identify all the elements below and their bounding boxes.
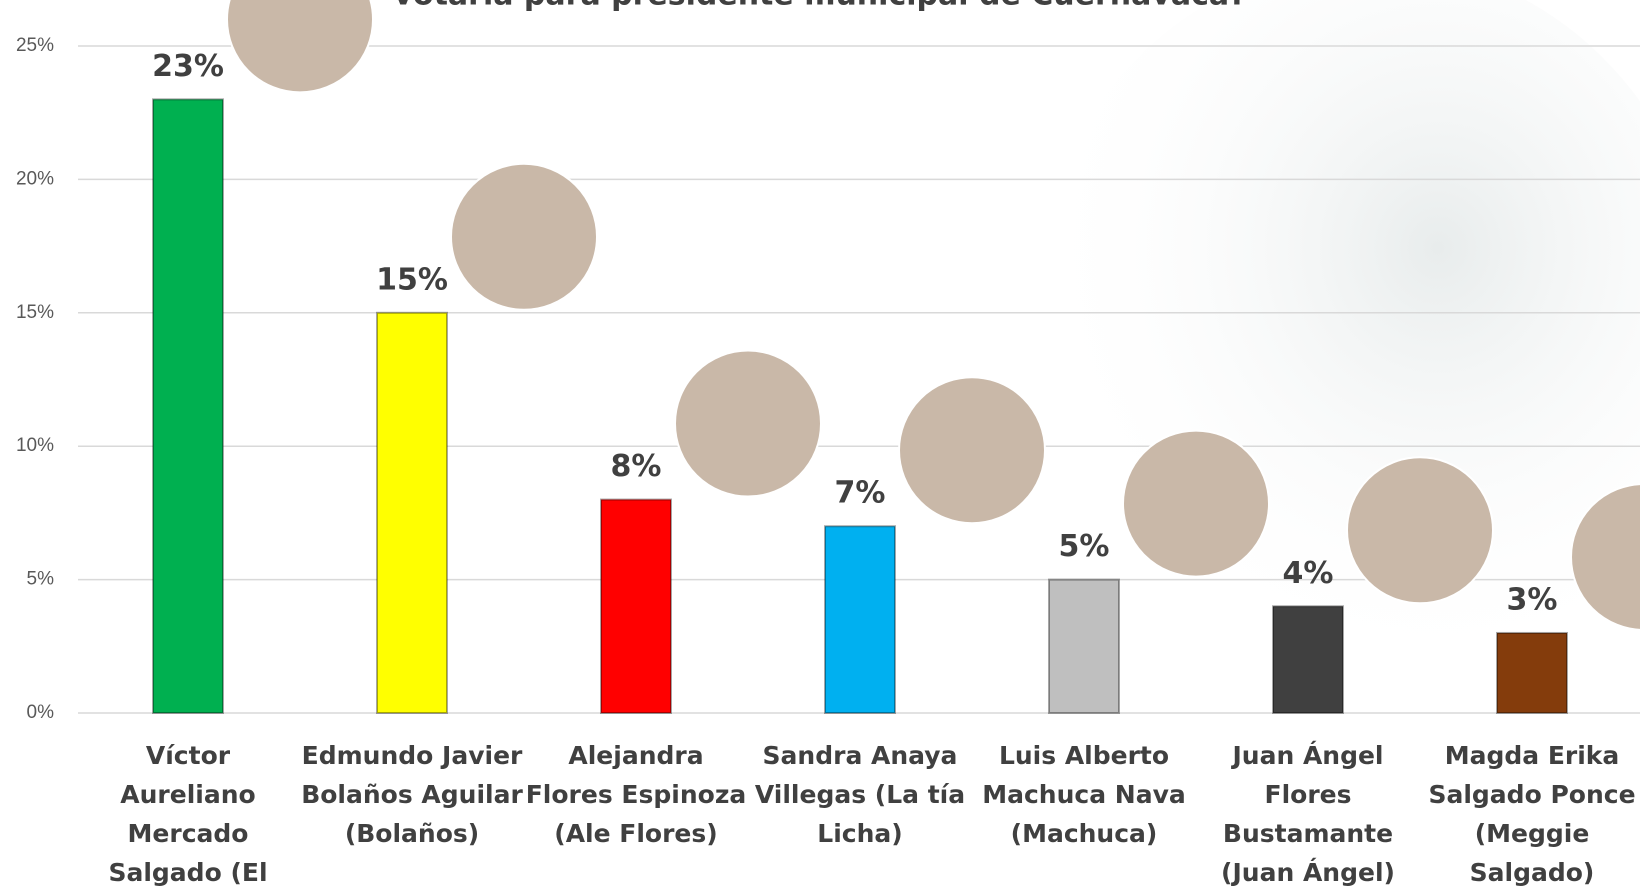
candidate-photo xyxy=(1570,483,1640,631)
x-tick-label: Sandra Anaya Villegas (La tía Licha) xyxy=(754,741,966,848)
bar xyxy=(1272,605,1344,715)
candidate-photo xyxy=(674,349,822,498)
bar xyxy=(1496,631,1568,715)
value-label: 8% xyxy=(611,449,662,484)
bar xyxy=(152,98,224,715)
y-tick-label: 5% xyxy=(27,569,55,590)
value-label: 15% xyxy=(376,262,448,297)
chart-title: votaría para presidente municipal de Cue… xyxy=(393,0,1246,13)
candidate-photo xyxy=(1122,429,1270,578)
value-label: 3% xyxy=(1507,582,1558,617)
y-tick-label: 10% xyxy=(16,435,54,456)
x-tick-label: Juan Ángel Flores Bustamante (Juan Ángel… xyxy=(1221,741,1395,887)
bar xyxy=(600,498,672,714)
x-tick-label: Magda Erika Salgado Ponce (Meggie Salgad… xyxy=(1428,741,1636,887)
bar xyxy=(1048,578,1120,714)
x-tick-label: Luis Alberto Machuca Nava (Machuca) xyxy=(982,741,1186,848)
bar xyxy=(824,525,896,714)
value-label: 23% xyxy=(152,49,224,84)
y-tick-label: 20% xyxy=(16,168,54,189)
map-background xyxy=(1030,0,1640,680)
value-label: 7% xyxy=(835,476,886,511)
value-label: 4% xyxy=(1283,556,1334,591)
candidate-photo xyxy=(226,0,374,94)
bar xyxy=(376,311,448,714)
y-tick-label: 15% xyxy=(16,302,54,323)
y-tick-label: 0% xyxy=(27,702,55,723)
candidate-photo xyxy=(898,376,1046,525)
candidate-photo xyxy=(1346,456,1494,605)
x-tick-label: Víctor Aureliano Mercado Salgado (El Wer… xyxy=(108,741,268,887)
candidate-photo xyxy=(450,162,598,311)
x-tick-label: Alejandra Flores Espinoza (Ale Flores) xyxy=(525,741,747,848)
value-label: 5% xyxy=(1059,529,1110,564)
y-tick-label: 25% xyxy=(16,35,54,56)
x-tick-label: Edmundo Javier Bolaños Aguilar (Bolaños) xyxy=(301,741,523,848)
